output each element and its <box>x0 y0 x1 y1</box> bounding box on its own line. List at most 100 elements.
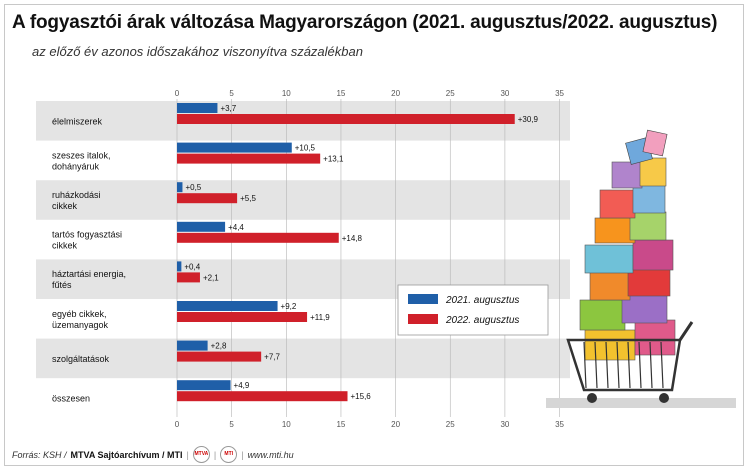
data-label: +30,9 <box>518 115 539 124</box>
bar-2022 <box>177 272 200 283</box>
legend-swatch <box>408 294 438 304</box>
x-tick-label-top: 10 <box>282 89 291 98</box>
data-label: +5,5 <box>240 194 256 203</box>
x-tick-label-top: 15 <box>336 89 345 98</box>
cart-bar-icon <box>660 341 664 389</box>
x-tick-label-bottom: 35 <box>555 420 564 429</box>
data-label: +0,5 <box>185 183 201 192</box>
x-tick-label-top: 0 <box>175 89 180 98</box>
cart-bar-icon <box>638 341 642 389</box>
floor-shadow <box>546 398 736 408</box>
bar-2021 <box>177 103 218 113</box>
cart-bar-icon <box>583 341 587 389</box>
divider: | <box>186 449 189 460</box>
x-tick-label-top: 35 <box>555 89 564 98</box>
legend-label: 2021. augusztus <box>445 295 519 306</box>
source-label: Forrás: KSH / <box>12 449 67 460</box>
data-label: +4,9 <box>234 381 250 390</box>
bar-2021 <box>177 182 183 193</box>
category-label: összesen <box>52 394 90 404</box>
shopping-bag-icon <box>642 129 668 157</box>
cart-bar-icon <box>594 341 598 389</box>
cart-bar-icon <box>649 341 653 389</box>
x-tick-label-bottom: 25 <box>446 420 455 429</box>
x-tick-label-top: 5 <box>229 89 234 98</box>
bar-2021 <box>177 261 182 272</box>
category-label: szeszes italok, <box>52 150 111 160</box>
data-label: +2,1 <box>203 273 219 282</box>
gift-box-icon <box>589 271 631 301</box>
category-label: cikkek <box>52 241 78 251</box>
category-band <box>36 180 570 220</box>
cart-basket-icon <box>566 338 682 392</box>
category-label: ruházkodási <box>52 190 101 200</box>
category-label: cikkek <box>52 201 78 211</box>
chart-subtitle: az előző év azonos időszakához viszonyít… <box>32 44 363 59</box>
data-label: +2,8 <box>211 342 227 351</box>
website-link[interactable]: www.mti.hu <box>247 449 294 460</box>
gift-box-icon <box>584 329 636 361</box>
x-tick-label-bottom: 5 <box>229 420 234 429</box>
data-label: +11,9 <box>310 313 330 322</box>
category-label: élelmiszerek <box>52 116 103 126</box>
mti-logo-icon: MTI <box>220 446 238 463</box>
data-label: +13,1 <box>323 155 344 164</box>
cart-bar-icon <box>605 341 609 389</box>
bar-2022 <box>177 114 515 124</box>
data-label: +4,4 <box>228 223 244 232</box>
bar-2022 <box>177 232 339 243</box>
bar-2021 <box>177 301 278 311</box>
category-label: fűtés <box>52 280 72 290</box>
data-label: +9,2 <box>281 302 297 311</box>
data-label: +7,7 <box>264 353 280 362</box>
gift-box-icon <box>634 319 676 356</box>
bar-2021 <box>177 340 208 351</box>
gift-box-icon <box>594 217 636 244</box>
bar-2021 <box>177 142 292 153</box>
divider: | <box>213 449 217 460</box>
data-label: +14,8 <box>342 234 363 243</box>
cart-bar-icon <box>627 341 631 389</box>
bar-2022 <box>177 351 262 362</box>
mtva-logo-icon: MTVA <box>192 446 210 463</box>
category-label: szolgáltatások <box>52 354 110 364</box>
bar-2022 <box>177 312 308 322</box>
data-label: +0,4 <box>184 262 200 271</box>
category-label: háztartási energia, <box>52 269 126 279</box>
category-label: dohányáruk <box>52 161 100 171</box>
gift-box-icon <box>632 184 666 214</box>
bar-2021 <box>177 221 226 232</box>
x-tick-label-bottom: 30 <box>500 420 509 429</box>
x-tick-label-bottom: 0 <box>175 420 180 429</box>
category-label: egyéb cikkek, <box>52 309 107 319</box>
x-tick-label-bottom: 10 <box>282 420 291 429</box>
bar-2021 <box>177 380 231 391</box>
cart-wheel-icon <box>659 393 669 403</box>
x-tick-label-bottom: 15 <box>336 420 345 429</box>
gift-box-icon <box>632 239 674 271</box>
bar-2022 <box>177 153 321 164</box>
x-tick-label-top: 20 <box>391 89 400 98</box>
x-tick-label-bottom: 20 <box>391 420 400 429</box>
shopping-cart-illustration <box>546 129 736 408</box>
legend-box <box>397 284 549 336</box>
data-label: +15,6 <box>351 392 372 401</box>
x-tick-label-top: 30 <box>500 89 509 98</box>
gift-box-icon <box>584 244 634 274</box>
divider: | <box>241 449 244 460</box>
gift-box-icon <box>599 189 636 219</box>
bar-2022 <box>177 193 238 204</box>
gift-box-icon <box>627 267 671 297</box>
cart-handle-icon <box>678 321 694 341</box>
data-label: +3,7 <box>220 104 236 113</box>
category-label: üzemanyagok <box>52 320 109 330</box>
bar-2022 <box>177 391 348 402</box>
gift-box-icon <box>611 161 643 189</box>
data-label: +10,5 <box>295 144 316 153</box>
category-band <box>36 338 570 379</box>
cart-wheel-icon <box>587 393 597 403</box>
gift-box-icon <box>579 299 626 331</box>
cart-bar-icon <box>616 341 620 389</box>
gift-box-icon <box>629 211 667 241</box>
